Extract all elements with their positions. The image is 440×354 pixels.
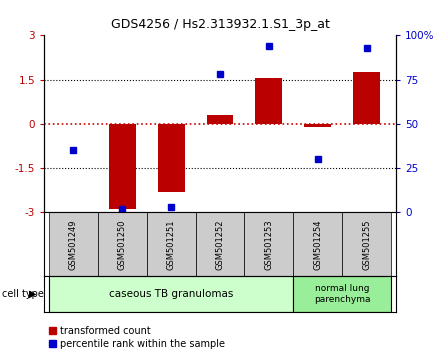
Bar xyxy=(49,212,98,276)
Text: GSM501254: GSM501254 xyxy=(313,219,322,269)
Bar xyxy=(245,212,293,276)
Bar xyxy=(304,124,331,127)
Bar xyxy=(353,72,380,124)
Text: GSM501252: GSM501252 xyxy=(216,219,224,269)
Bar xyxy=(109,124,136,210)
Bar xyxy=(293,212,342,276)
Text: caseous TB granulomas: caseous TB granulomas xyxy=(109,289,233,299)
Bar xyxy=(98,212,147,276)
Bar xyxy=(158,124,184,192)
Text: normal lung
parenchyma: normal lung parenchyma xyxy=(314,284,370,303)
Bar xyxy=(195,212,245,276)
Bar xyxy=(49,276,293,312)
Text: GSM501249: GSM501249 xyxy=(69,219,78,269)
Bar xyxy=(342,212,391,276)
Bar xyxy=(256,78,282,124)
Text: ▶: ▶ xyxy=(29,289,36,299)
Text: cell type: cell type xyxy=(2,289,44,299)
Text: GSM501255: GSM501255 xyxy=(362,219,371,269)
Title: GDS4256 / Hs2.313932.1.S1_3p_at: GDS4256 / Hs2.313932.1.S1_3p_at xyxy=(110,18,330,32)
Bar xyxy=(206,115,234,124)
Text: GSM501250: GSM501250 xyxy=(118,219,127,269)
Bar xyxy=(147,212,195,276)
Text: GSM501251: GSM501251 xyxy=(167,219,176,269)
Text: GSM501253: GSM501253 xyxy=(264,219,273,270)
Bar xyxy=(293,276,391,312)
Legend: transformed count, percentile rank within the sample: transformed count, percentile rank withi… xyxy=(49,326,224,349)
